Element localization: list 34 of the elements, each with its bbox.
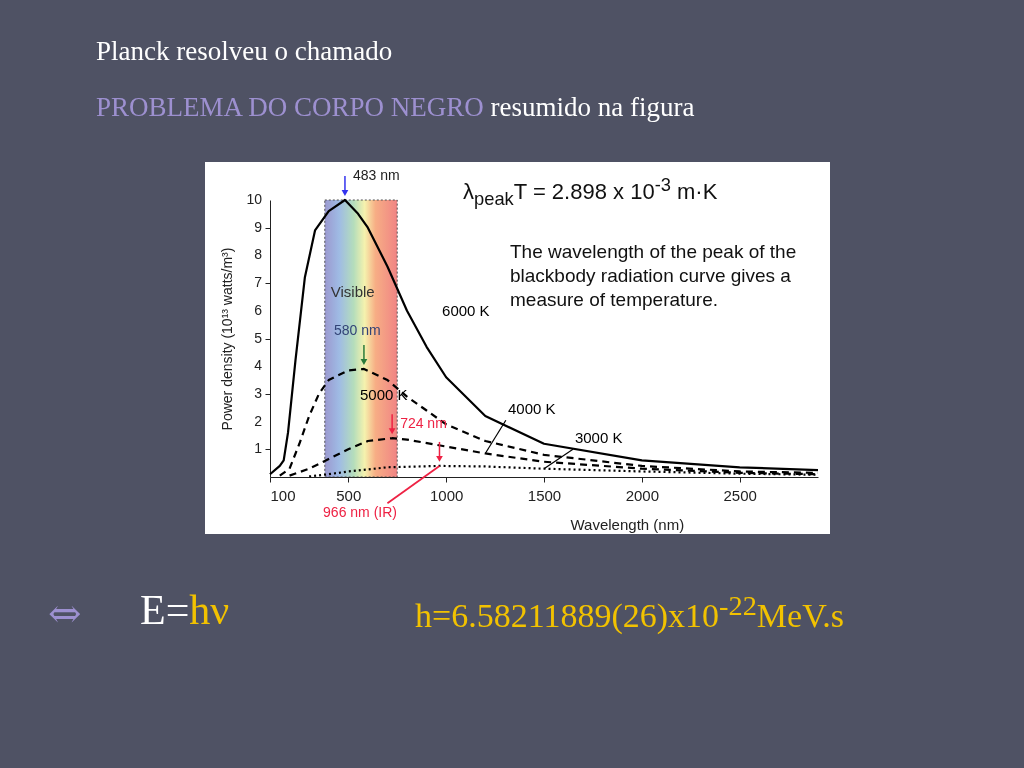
y-tick-label: 7 [254, 274, 263, 291]
y-tick-label: 9 [254, 218, 263, 235]
y-tick-label: 10 [246, 191, 263, 207]
y-tick-label: 2 [254, 412, 263, 429]
y-tick-label: 1 [254, 440, 263, 457]
x-axis-title: Wavelength (nm) [570, 515, 685, 533]
y-tick-label: 6 [254, 301, 263, 318]
text: h=6.58211889(26)x10$^{-22}$MeV.s [415, 590, 845, 636]
band-label: Visible [330, 283, 375, 300]
y-axis-title: Power density (10¹³ watts/m³) [219, 247, 235, 431]
text: E=hν [140, 586, 230, 634]
chart-title: Planck resolveu o chamado [96, 36, 393, 67]
annotation: λ$_{peak}$T = 2.898 x 10$^{-3}$ m·K [463, 174, 718, 210]
y-tick-label: 8 [254, 246, 263, 263]
x-tick-label: 500 [336, 486, 362, 504]
x-tick-label: 100 [270, 486, 296, 504]
annotation: 966 nm (IR) [323, 504, 397, 521]
text: 4000 K [507, 400, 556, 418]
series-label: 3000 K [574, 429, 623, 447]
y-tick-label: 5 [254, 329, 263, 346]
x-tick-label: 2500 [723, 486, 757, 504]
annotation: 724 nm [400, 415, 447, 432]
chart-subtitle: PROBLEMA DO CORPO NEGRO resumido na figura [96, 92, 695, 123]
annotation: 483 nm [352, 167, 400, 183]
y-tick-label: 3 [254, 384, 263, 401]
text: ⇔ [48, 590, 82, 636]
series-label: 5000 K [360, 386, 408, 404]
annotation: 580 nm [333, 321, 381, 338]
y-tick-label: 4 [254, 357, 263, 374]
series-label: 6000 K [442, 301, 490, 319]
x-tick-label: 2000 [625, 486, 660, 504]
annotation: The wavelength of the peak of the blackbody radiation curve gives a measure of temperature. [510, 240, 798, 312]
x-tick-label: 1000 [429, 486, 464, 504]
x-tick-label: 1500 [527, 486, 562, 504]
